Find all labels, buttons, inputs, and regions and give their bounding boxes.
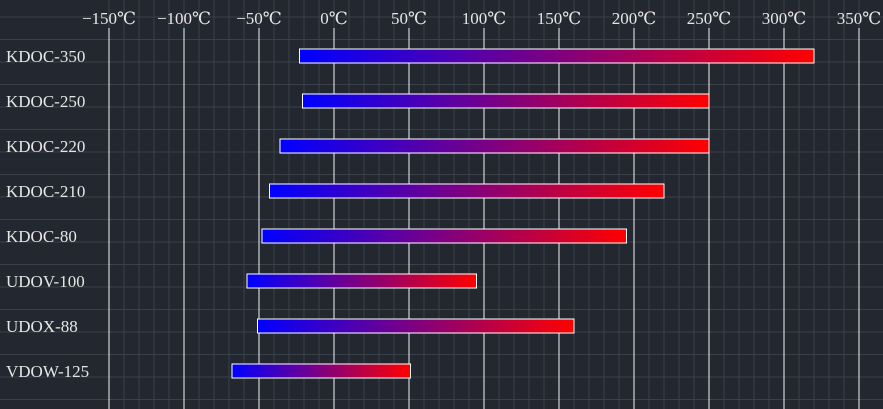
category-label: KDOC-220	[6, 137, 85, 156]
category-label: KDOC-350	[6, 47, 85, 66]
category-label: KDOC-210	[6, 182, 85, 201]
category-label: KDOC-250	[6, 92, 85, 111]
x-tick-label: 300℃	[762, 9, 807, 28]
range-bar-kdoc-250	[302, 93, 710, 109]
x-tick-label: 100℃	[462, 9, 507, 28]
category-label: UDOV-100	[6, 272, 85, 291]
range-bar-udox-88	[257, 318, 575, 334]
x-tick-label: −100℃	[157, 9, 211, 28]
range-bar-kdoc-210	[269, 183, 665, 199]
category-label: VDOW-125	[6, 362, 89, 381]
range-bar-kdoc-220	[279, 138, 710, 154]
x-tick-label: 50℃	[391, 9, 427, 28]
x-tick-label: 0℃	[320, 9, 348, 28]
range-bars	[231, 48, 815, 379]
x-axis-tick-labels: −150℃ −100℃ −50℃ 0℃ 50℃ 100℃ 150℃ 200℃ 250℃ 300℃ 3…	[82, 9, 881, 28]
x-tick-label: −50℃	[236, 9, 282, 28]
x-tick-label: 200℃	[612, 9, 657, 28]
range-bar-kdoc-350	[299, 48, 815, 64]
major-grid	[108, 28, 860, 409]
range-bar-vdow-125	[231, 363, 411, 379]
x-tick-label: 150℃	[537, 9, 582, 28]
category-labels: KDOC-350 KDOC-250 KDOC-220 KDOC-210 KDOC-80 U…	[6, 47, 89, 381]
category-label: KDOC-80	[6, 227, 77, 246]
x-tick-label: −150℃	[82, 9, 136, 28]
x-tick-label: 350℃	[837, 9, 882, 28]
x-tick-label: 250℃	[687, 9, 732, 28]
range-bar-kdoc-80	[261, 228, 627, 244]
range-bar-udov-100	[246, 273, 477, 289]
category-label: UDOX-88	[6, 317, 78, 336]
